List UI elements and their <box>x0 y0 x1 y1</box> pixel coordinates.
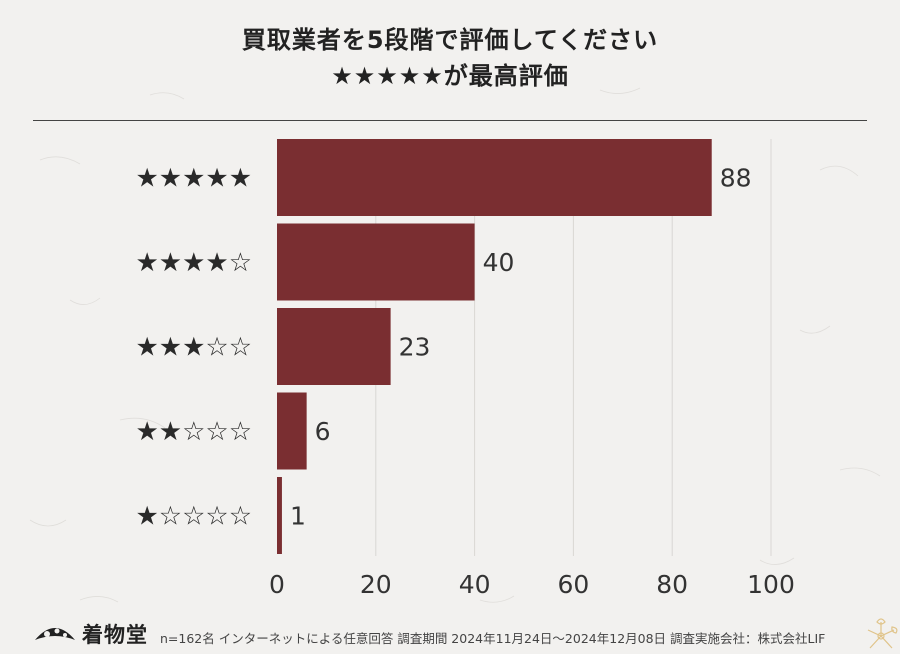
x-tick-label: 80 <box>656 570 688 599</box>
category-label: ★★★★☆ <box>135 248 252 278</box>
survey-note: n=162名 インターネットによる任意回答 調査期間 2024年11月24日〜2… <box>160 631 826 646</box>
x-tick-label: 0 <box>269 570 285 599</box>
chart-title-line-1: 買取業者を5段階で評価してください <box>241 26 659 54</box>
title-divider <box>33 120 867 121</box>
category-label: ★★☆☆☆ <box>135 417 252 447</box>
bar <box>277 139 712 216</box>
x-tick-label: 40 <box>459 570 491 599</box>
value-label: 88 <box>720 164 752 193</box>
category-label: ★★★★★ <box>135 164 252 194</box>
chart-title-line-2: ★★★★★が最高評価 <box>331 62 569 90</box>
x-tick-label: 60 <box>557 570 589 599</box>
x-tick-label: 100 <box>747 570 795 599</box>
fan-logo-icon <box>35 628 75 640</box>
value-label: 1 <box>290 502 306 531</box>
bar <box>277 477 282 554</box>
bar <box>277 392 307 470</box>
category-label: ★☆☆☆☆ <box>135 502 252 532</box>
category-label: ★★★☆☆ <box>135 333 252 363</box>
value-label: 23 <box>399 333 431 362</box>
bar <box>277 308 391 385</box>
value-label: 6 <box>315 417 331 446</box>
value-label: 40 <box>483 248 515 277</box>
x-tick-label: 20 <box>360 570 392 599</box>
bar <box>277 223 475 301</box>
brand-name: 着物堂 <box>82 622 148 647</box>
flower-decoration-icon <box>867 618 898 649</box>
